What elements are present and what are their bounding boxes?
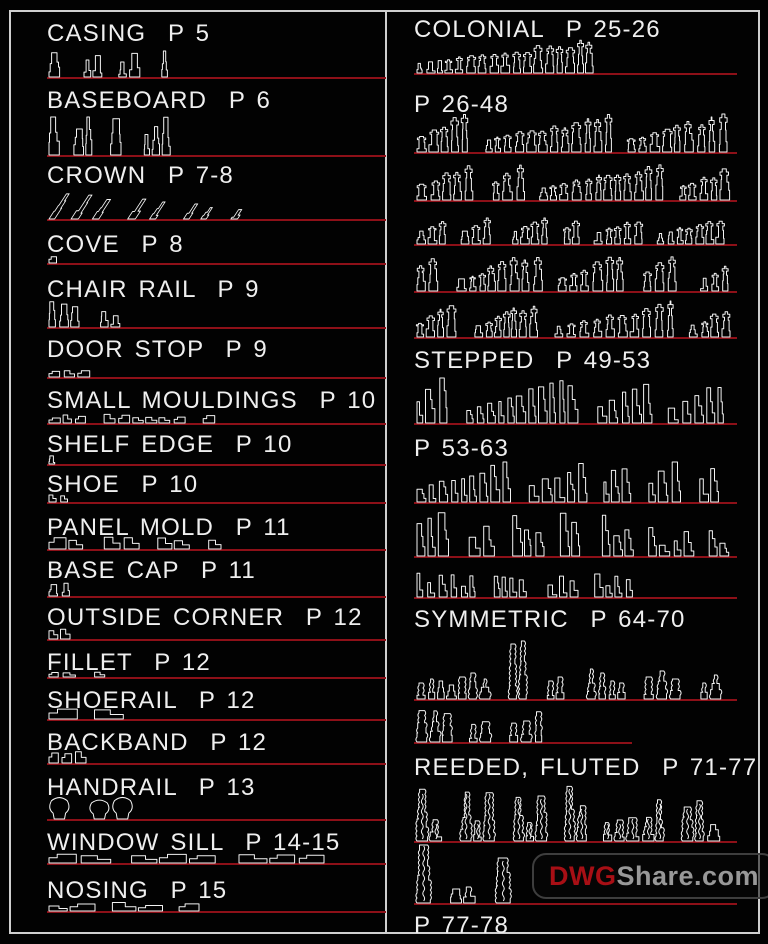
red-underline xyxy=(47,911,386,913)
red-underline xyxy=(47,719,386,721)
red-underline xyxy=(414,73,737,75)
section-label-shoerail: SHOERAIL P 12 xyxy=(47,687,256,714)
section-label-handrail: HANDRAIL P 13 xyxy=(47,774,256,801)
drawing-frame xyxy=(9,10,760,934)
red-underline xyxy=(414,502,737,504)
red-underline xyxy=(47,596,386,598)
moulding-profile-glyphs xyxy=(416,512,730,557)
section-label-colonial: COLONIAL P 25-26 xyxy=(414,16,661,43)
red-underline xyxy=(47,549,386,551)
red-underline xyxy=(47,502,386,504)
red-underline xyxy=(47,77,386,79)
moulding-profile-glyphs xyxy=(48,853,325,864)
red-underline xyxy=(47,639,386,641)
moulding-profile-glyphs xyxy=(415,300,731,338)
red-underline xyxy=(414,903,737,905)
red-underline xyxy=(47,464,386,466)
section-label-door-stop: DOOR STOP P 9 xyxy=(47,336,268,363)
red-underline xyxy=(47,863,386,865)
section-label-crown: CROWN P 7-8 xyxy=(47,162,234,189)
red-underline xyxy=(414,244,737,246)
red-underline xyxy=(414,337,737,339)
moulding-profile-glyphs xyxy=(416,377,724,424)
moulding-profile-glyphs xyxy=(48,902,200,912)
moulding-profile-glyphs xyxy=(416,217,725,245)
moulding-profile-glyphs xyxy=(416,164,731,201)
section-label-baseboard: BASEBOARD P 6 xyxy=(47,87,272,114)
moulding-profile-glyphs xyxy=(415,785,721,842)
section-label-reeded-fluted: REEDED, FLUTED P 71-77 xyxy=(414,754,758,781)
red-underline xyxy=(47,377,386,379)
moulding-profile-glyphs xyxy=(415,844,512,904)
section-label-small-mouldings: SMALL MOULDINGS P 10 xyxy=(47,387,377,414)
section-label-shoe: SHOE P 10 xyxy=(47,471,199,498)
moulding-profile-glyphs xyxy=(48,370,91,378)
section-label-nosing: NOSING P 15 xyxy=(47,877,228,904)
right-column: COLONIAL P 25-26 P 26-48 STEPPED P 49-53 P … xyxy=(414,0,756,944)
moulding-profile-glyphs xyxy=(48,751,87,764)
moulding-profile-glyphs xyxy=(48,301,121,328)
moulding-profile-glyphs xyxy=(416,461,719,503)
section-label-panel-mold: PANEL MOLD P 11 xyxy=(47,514,291,541)
moulding-profile-glyphs xyxy=(48,708,124,720)
red-underline xyxy=(414,423,737,425)
moulding-profile-glyphs xyxy=(49,796,133,820)
moulding-profile-glyphs xyxy=(48,536,222,550)
section-label-fillet: FILLET P 12 xyxy=(47,649,211,676)
section-label-cove: COVE P 8 xyxy=(47,231,184,258)
moulding-profile-glyphs xyxy=(48,494,68,503)
moulding-profile-glyphs xyxy=(48,193,243,220)
red-underline xyxy=(414,597,737,599)
moulding-profile-glyphs xyxy=(416,572,633,598)
moulding-profile-glyphs xyxy=(416,256,729,292)
moulding-profile-glyphs xyxy=(415,710,543,743)
moulding-profile-glyphs xyxy=(48,116,171,156)
left-column: CASING P 5 BASEBOARD P 6 CROWN P 7-8 COVE P… xyxy=(47,0,386,944)
section-label-window-sill: WINDOW SILL P 14-15 xyxy=(47,829,341,856)
section-label-casing: CASING P 5 xyxy=(47,20,211,47)
moulding-profile-glyphs xyxy=(48,413,216,424)
red-underline xyxy=(47,327,386,329)
moulding-profile-glyphs xyxy=(48,628,71,640)
section-label-p26-48: P 26-48 xyxy=(414,91,510,118)
red-underline xyxy=(47,819,386,821)
red-underline xyxy=(414,152,737,154)
section-label-stepped: STEPPED P 49-53 xyxy=(414,347,652,374)
moulding-profile-glyphs xyxy=(48,50,168,78)
red-underline xyxy=(47,677,386,679)
moulding-profile-glyphs xyxy=(416,113,728,153)
moulding-profile-glyphs xyxy=(48,455,56,465)
red-underline xyxy=(414,841,737,843)
dwgshare-watermark: DWGShare.com xyxy=(532,853,768,899)
red-underline xyxy=(47,155,386,157)
section-label-p77-78: P 77-78 xyxy=(414,912,510,939)
section-label-outside-corner: OUTSIDE CORNER P 12 xyxy=(47,604,363,631)
watermark-dwg-text: DWG xyxy=(549,861,617,891)
moulding-profile-glyphs xyxy=(416,640,723,700)
red-underline xyxy=(47,219,386,221)
red-underline xyxy=(414,291,737,293)
section-label-base-cap: BASE CAP P 11 xyxy=(47,557,256,584)
red-underline xyxy=(47,423,386,425)
column-divider xyxy=(385,10,387,934)
moulding-profile-glyphs xyxy=(48,582,70,597)
moulding-profile-glyphs xyxy=(48,671,106,678)
red-underline xyxy=(414,200,737,202)
red-underline xyxy=(47,263,386,265)
section-label-symmetric: SYMMETRIC P 64-70 xyxy=(414,606,686,633)
moulding-profile-glyphs xyxy=(48,256,57,264)
red-underline xyxy=(414,742,632,744)
watermark-share-text: Share.com xyxy=(616,861,760,891)
red-underline xyxy=(414,556,737,558)
section-label-chair-rail: CHAIR RAIL P 9 xyxy=(47,276,260,303)
section-label-p53-63: P 53-63 xyxy=(414,435,510,462)
section-label-backband: BACKBAND P 12 xyxy=(47,729,268,756)
red-underline xyxy=(47,763,386,765)
red-underline xyxy=(414,699,737,701)
moulding-profile-glyphs xyxy=(416,39,594,74)
section-label-shelf-edge: SHELF EDGE P 10 xyxy=(47,431,293,458)
